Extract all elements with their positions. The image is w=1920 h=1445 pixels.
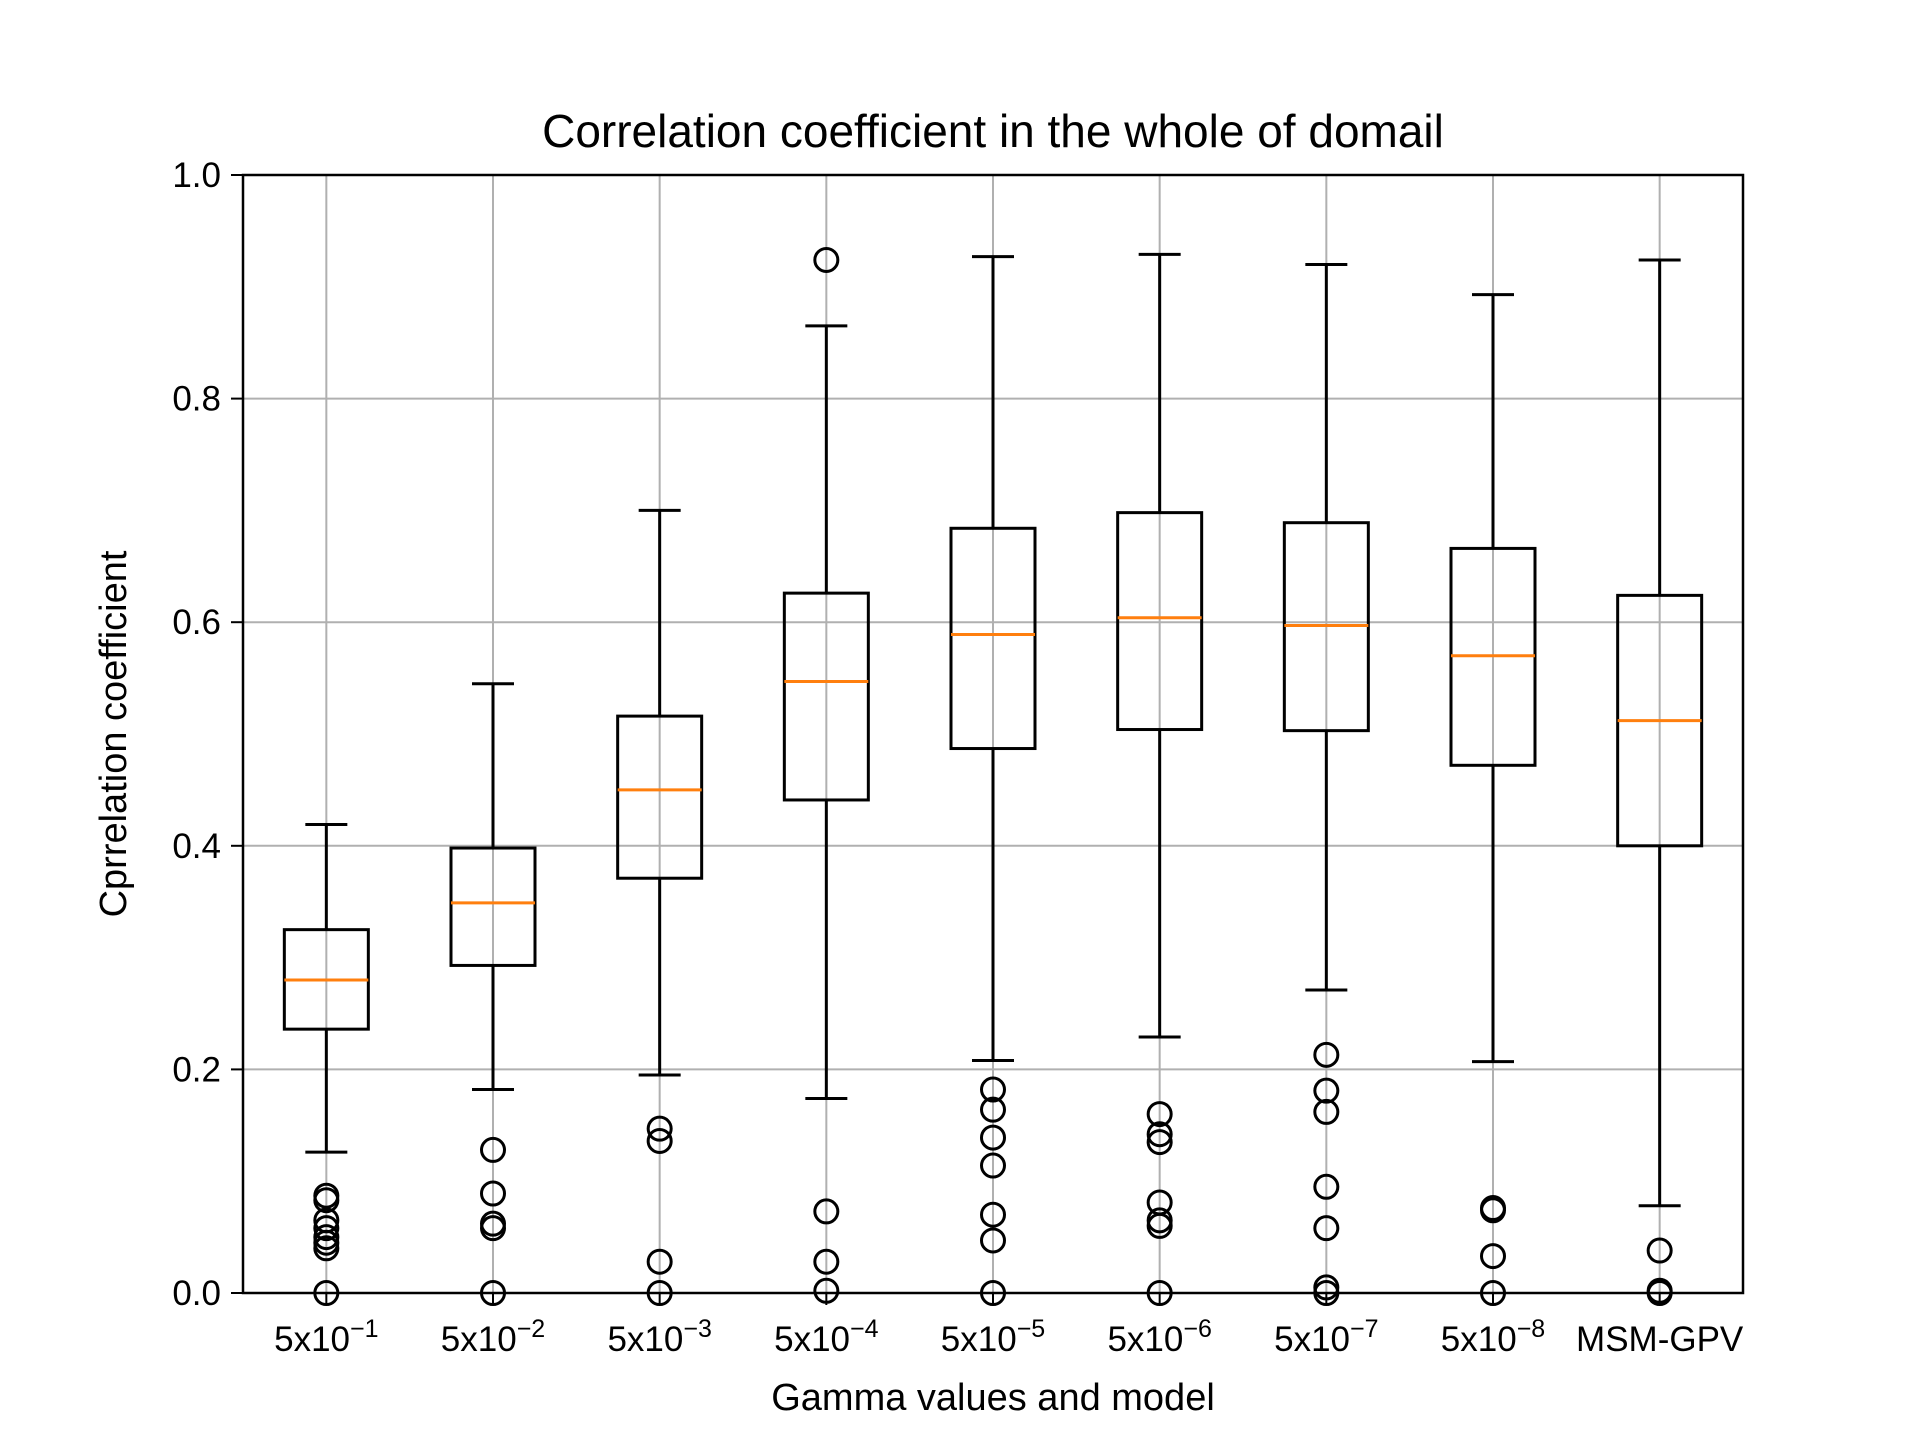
outlier-point — [980, 1096, 1006, 1123]
outlier-point — [1146, 1101, 1173, 1128]
x-tick-label: 5x10−1 — [274, 1315, 378, 1359]
box-group — [1116, 252, 1204, 1306]
outlier-point — [813, 1248, 840, 1275]
outlier-point — [313, 1215, 340, 1242]
y-tick-label: 1.0 — [172, 156, 221, 195]
outlier-point — [980, 1076, 1006, 1103]
box-series — [282, 246, 1704, 1306]
outlier-point — [1313, 1098, 1340, 1125]
box-iqr — [616, 714, 704, 880]
x-tick-label: MSM-GPV — [1576, 1320, 1744, 1359]
outlier-point — [646, 1248, 673, 1275]
y-tick-label: 0.4 — [172, 827, 221, 866]
x-axis-label: Gamma values and model — [771, 1377, 1215, 1419]
x-tick-label: 5x10−6 — [1107, 1315, 1211, 1359]
box-group — [1282, 262, 1370, 1306]
outlier-point — [1480, 1197, 1506, 1224]
y-axis-label: Cprrelation coefficient — [93, 550, 135, 917]
outlier-point — [1313, 1215, 1340, 1242]
chart-title: Correlation coefficient in the whole of … — [542, 105, 1444, 157]
box-group — [449, 682, 537, 1306]
outlier-point — [313, 1187, 340, 1214]
y-axis-ticks: 0.0 0.2 0.4 0.6 0.8 1.0 — [172, 156, 243, 1313]
x-tick-label: 5x10−7 — [1274, 1315, 1378, 1359]
y-tick-label: 0.8 — [172, 380, 221, 419]
outlier-point — [1146, 1212, 1173, 1239]
outlier-point — [480, 1180, 506, 1207]
y-tick-label: 0.2 — [172, 1050, 221, 1089]
outlier-point — [980, 1201, 1006, 1228]
y-tick-label: 0.6 — [172, 603, 221, 642]
outlier-point — [1313, 1077, 1340, 1104]
box-group — [1616, 258, 1704, 1306]
box-group — [616, 508, 704, 1306]
outlier-point — [1646, 1237, 1673, 1264]
x-tick-label: 5x10−2 — [441, 1315, 545, 1359]
outlier-point — [980, 1227, 1006, 1254]
outlier-point — [1146, 1129, 1173, 1156]
outlier-point — [1313, 1041, 1340, 1068]
box-iqr — [1116, 511, 1204, 732]
box-iqr — [449, 846, 537, 967]
outlier-point — [980, 1124, 1006, 1151]
outlier-point — [1313, 1173, 1340, 1200]
outlier-point — [980, 1152, 1006, 1179]
y-tick-label: 0.0 — [172, 1274, 221, 1313]
outlier-point — [1146, 1121, 1173, 1148]
box-iqr — [949, 526, 1037, 751]
box-iqr — [782, 591, 870, 802]
outlier-point — [480, 1136, 506, 1163]
outlier-point — [313, 1235, 340, 1262]
x-tick-label: 5x10−5 — [941, 1315, 1045, 1359]
outlier-point — [646, 1127, 673, 1154]
outlier-point — [1480, 1243, 1506, 1270]
outlier-point — [813, 246, 840, 273]
x-tick-label: 5x10−4 — [774, 1315, 879, 1359]
outlier-point — [646, 1115, 673, 1142]
box-group — [282, 823, 370, 1306]
x-tick-label: 5x10−8 — [1441, 1315, 1545, 1359]
x-tick-label: 5x10−3 — [607, 1315, 711, 1359]
x-axis-ticks: 5x10−1 5x10−2 5x10−3 5x10−4 5x10−5 5x10−6 5x10… — [274, 1293, 1744, 1359]
box-group — [1449, 293, 1537, 1306]
outlier-point — [480, 1215, 506, 1242]
box-group — [949, 255, 1037, 1306]
outlier-point — [813, 1198, 840, 1225]
